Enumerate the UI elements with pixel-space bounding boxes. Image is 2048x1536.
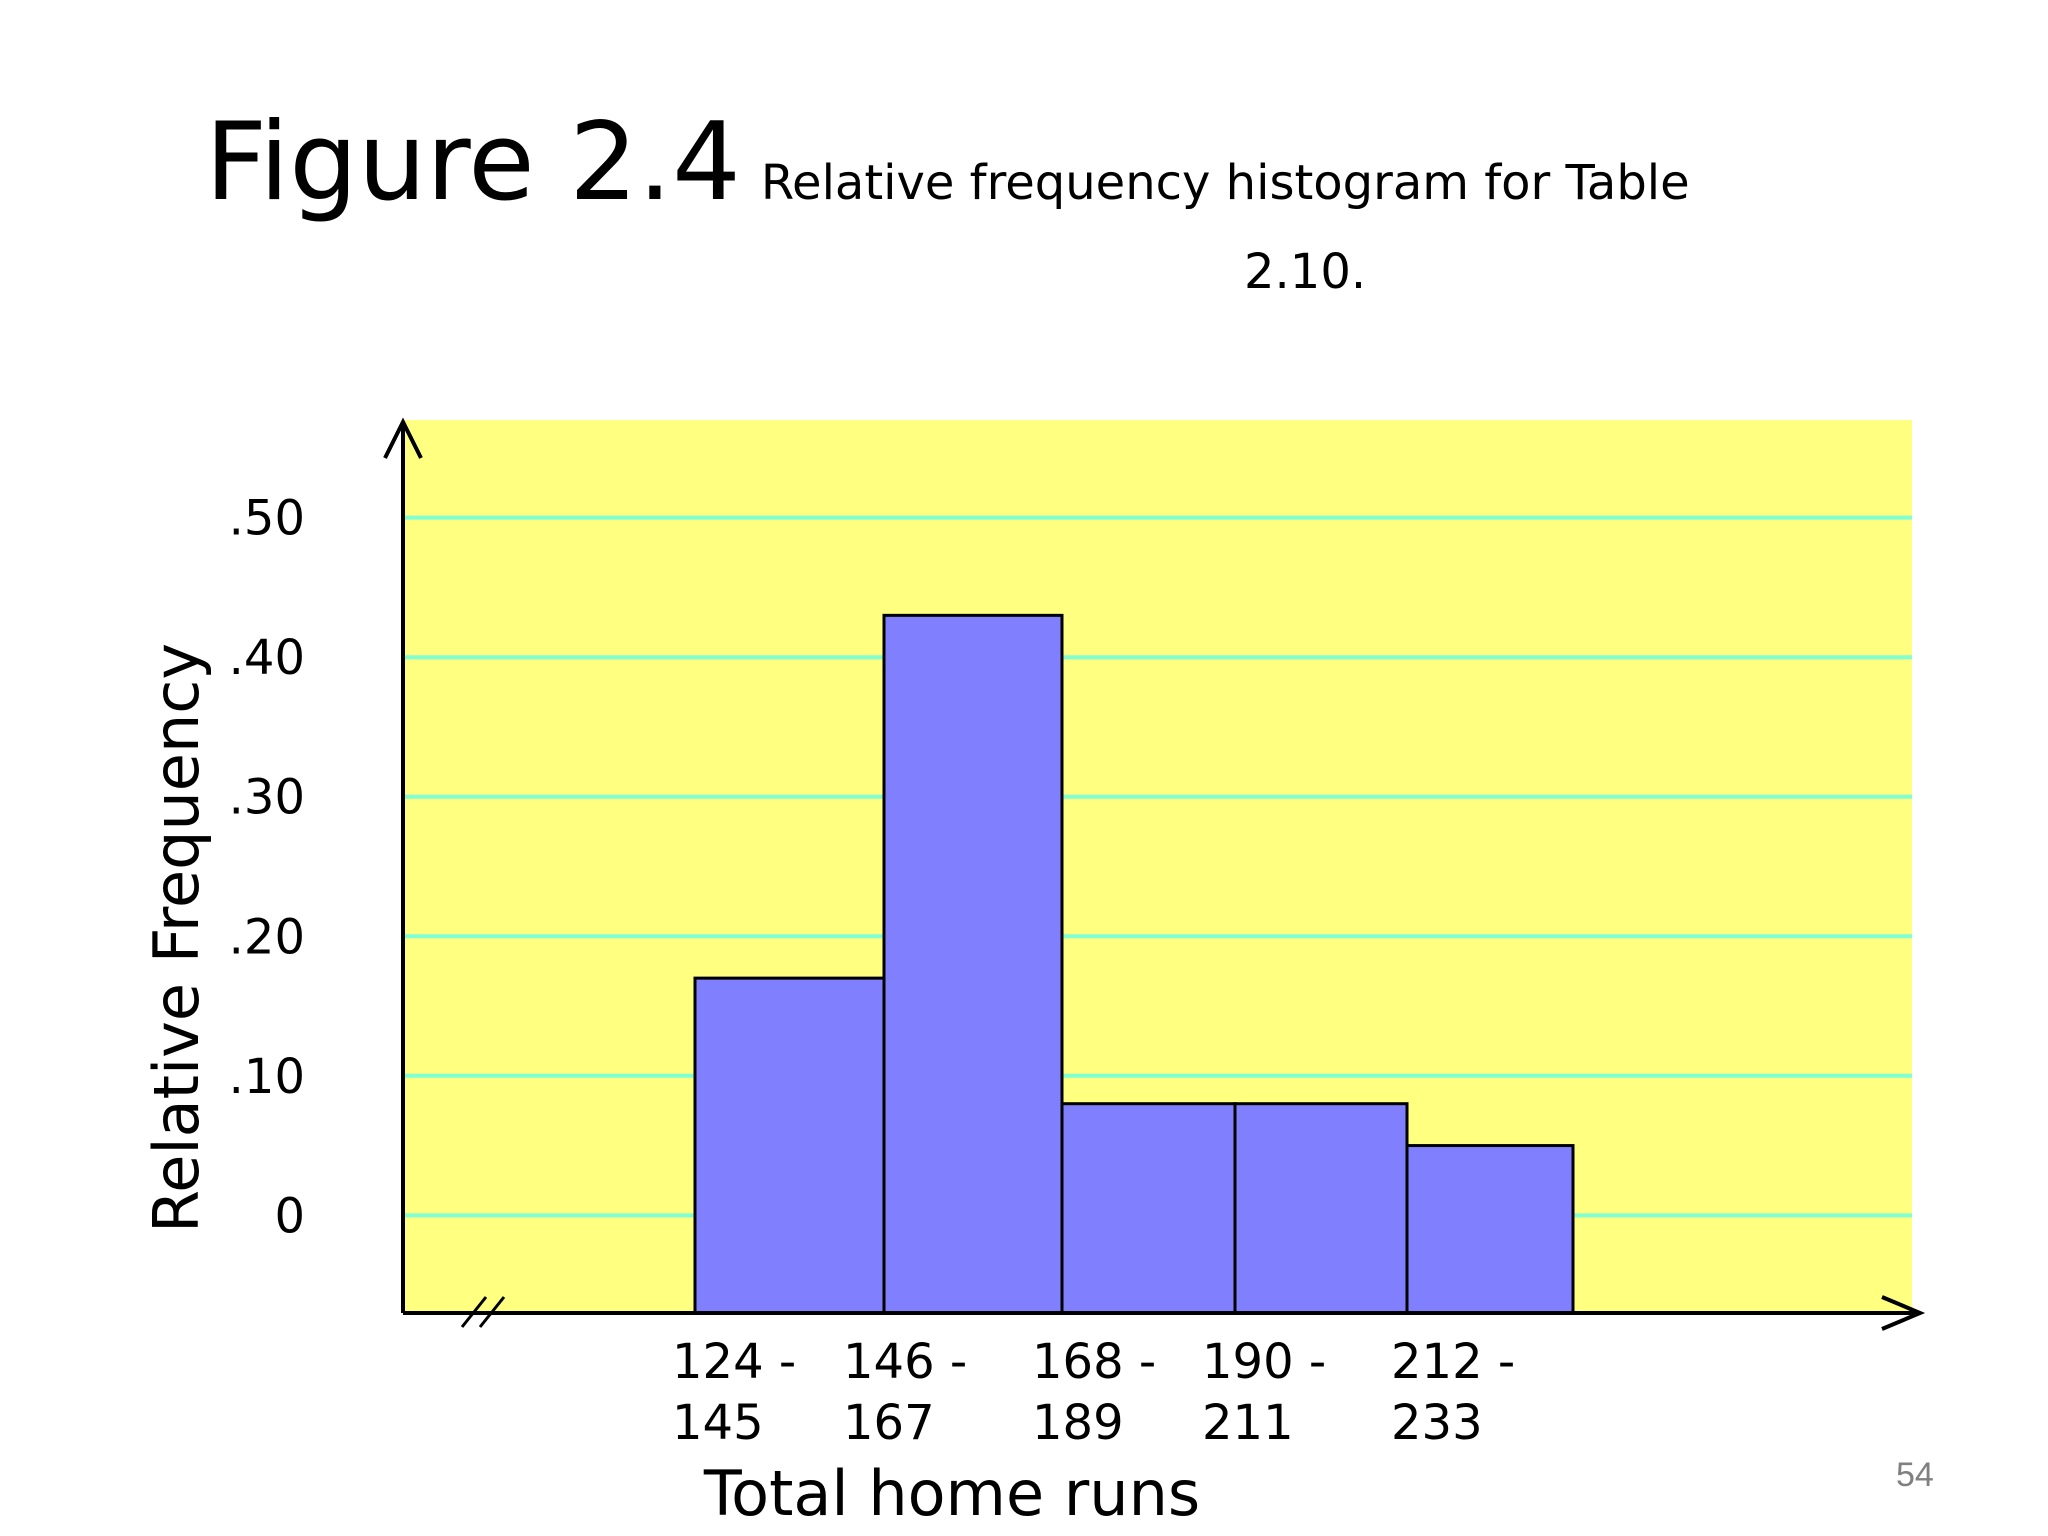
figure-caption: Relative frequency histogram for Table	[760, 155, 1690, 211]
x-axis-title: Total home runs	[703, 1457, 1200, 1530]
x-tick-label: 146 -	[843, 1334, 967, 1390]
slide-title: Figure 2.4 Relative frequency histogram f…	[205, 100, 1690, 225]
axis-break-mark	[460, 1296, 488, 1328]
x-tick-label: 124 -	[672, 1334, 796, 1390]
x-tick-label: 233	[1391, 1395, 1483, 1451]
x-tick-label: 167	[843, 1395, 935, 1451]
x-tick-label: 212 -	[1391, 1334, 1515, 1390]
x-tick-label: 211	[1202, 1395, 1294, 1451]
x-axis-arrow	[1881, 1295, 1926, 1331]
histogram-bar	[1233, 1102, 1409, 1315]
x-tick-label: 190 -	[1202, 1334, 1326, 1390]
y-tick-label: .50	[229, 491, 305, 547]
figure-caption-continued: 2.10.	[1244, 244, 1367, 300]
y-tick-label: .10	[229, 1049, 305, 1105]
y-tick-label: 0	[274, 1188, 305, 1244]
histogram-bar	[1405, 1144, 1575, 1315]
x-tick-label: 168 -	[1032, 1334, 1156, 1390]
y-tick-label: .40	[229, 630, 305, 686]
page-number: 54	[1896, 1456, 1934, 1494]
y-axis-arrow	[383, 417, 423, 459]
histogram-bar	[882, 613, 1064, 1315]
y-axis-title: Relative Frequency	[140, 643, 213, 1233]
figure-number: Figure 2.4	[205, 100, 741, 225]
y-tick-label: .30	[229, 770, 305, 826]
histogram-bar	[1060, 1102, 1237, 1315]
histogram-bar	[693, 976, 886, 1315]
x-tick-label: 145	[672, 1395, 764, 1451]
x-tick-label: 189	[1032, 1395, 1124, 1451]
axis-break-mark	[478, 1296, 506, 1328]
y-tick-label: .20	[229, 909, 305, 965]
